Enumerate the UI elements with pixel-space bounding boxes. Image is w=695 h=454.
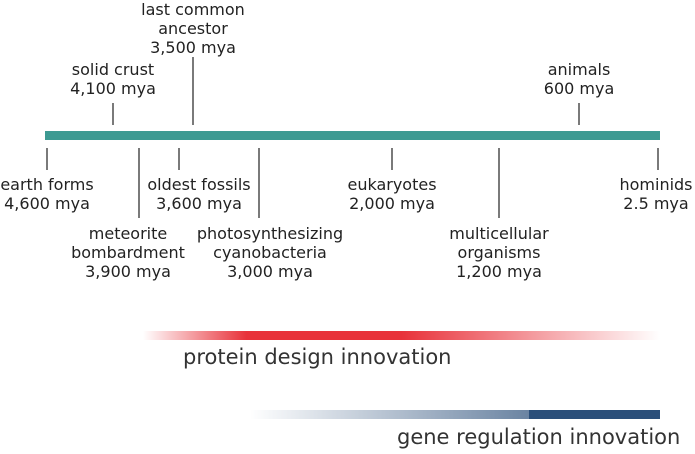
gene-regulation-label: gene regulation innovation bbox=[397, 425, 681, 449]
event-hominids: hominids 2.5 mya bbox=[619, 175, 693, 213]
event-animals: animals 600 mya bbox=[543, 60, 615, 98]
protein-design-label: protein design innovation bbox=[183, 345, 452, 369]
event-earth-forms: earth forms 4,600 mya bbox=[0, 175, 94, 213]
event-meteorite-bombardment: meteorite bombardment 3,900 mya bbox=[71, 224, 185, 281]
gene-regulation-band bbox=[250, 410, 660, 419]
timeline-axis bbox=[45, 131, 660, 140]
protein-design-band bbox=[143, 331, 660, 340]
event-solid-crust: solid crust 4,100 mya bbox=[70, 60, 156, 98]
event-oldest-fossils: oldest fossils 3,600 mya bbox=[147, 175, 251, 213]
event-eukaryotes: eukaryotes 2,000 mya bbox=[347, 175, 437, 213]
event-last-common-ancestor: last common ancestor 3,500 mya bbox=[141, 0, 245, 57]
event-multicellular-organisms: multicellular organisms 1,200 mya bbox=[449, 224, 549, 281]
event-photosynthesizing-cyanobacteria: photosynthesizing cyanobacteria 3,000 my… bbox=[196, 224, 344, 281]
